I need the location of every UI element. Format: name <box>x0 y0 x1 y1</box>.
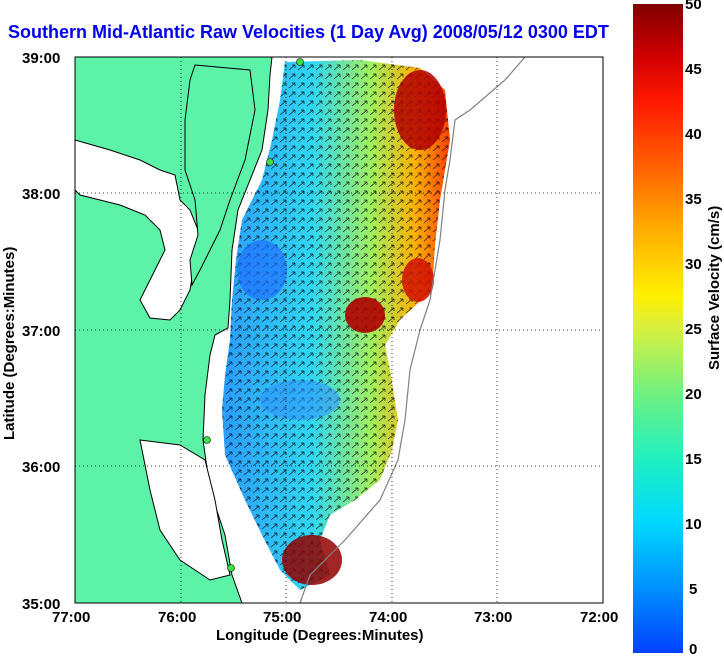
colorbar-tick: 30 <box>685 256 702 273</box>
colorbar-tick: 45 <box>685 61 702 78</box>
pamlico-sound <box>139 439 231 581</box>
x-tick-label: 76:00 <box>158 609 196 626</box>
colorbar-tick: 50 <box>685 0 702 13</box>
y-tick-labels: 39:00 38:00 37:00 36:00 35:00 <box>22 50 60 613</box>
colorbar-tick: 15 <box>685 451 702 468</box>
velocity-arrows <box>222 60 450 590</box>
x-axis-label: Longitude (Degrees:Minutes) <box>216 627 424 644</box>
x-tick-label: 75:00 <box>263 609 301 626</box>
high-velocity-patch-south <box>282 535 342 585</box>
x-tick-label: 72:00 <box>580 609 618 626</box>
grid-lines <box>75 57 603 603</box>
colorbar-label: Surface Velocity (cm/s) <box>706 205 723 370</box>
colorbar-tick: 5 <box>689 581 698 598</box>
x-tick-label: 77:00 <box>52 609 90 626</box>
radar-site-marker[interactable] <box>296 58 304 66</box>
colorbar-tick: 10 <box>685 516 702 533</box>
radar-site-marker[interactable] <box>266 158 274 166</box>
high-velocity-patch-east <box>402 258 434 302</box>
x-tick-label: 74:00 <box>369 609 407 626</box>
bathymetry-contour <box>299 56 526 604</box>
y-tick-label: 36:00 <box>22 459 60 476</box>
radar-site-marker[interactable] <box>227 564 235 572</box>
y-axis-label: Latitude (Degrees:Minutes) <box>1 247 18 440</box>
plot-frame <box>74 56 604 604</box>
high-velocity-patch-mid <box>345 297 385 333</box>
colorbar-tick: 0 <box>689 641 698 658</box>
y-tick-label: 35:00 <box>22 596 60 613</box>
x-tick-labels: 77:00 76:00 75:00 74:00 73:00 72:00 <box>52 609 618 626</box>
map-title: Southern Mid-Atlantic Raw Velocities (1 … <box>8 22 609 42</box>
chesapeake-bay <box>74 139 201 321</box>
high-velocity-patch-north <box>394 70 446 150</box>
colorbar-tick: 25 <box>685 321 702 338</box>
colorbar-tick: 40 <box>685 126 702 143</box>
y-tick-label: 39:00 <box>22 50 60 67</box>
colorbar-tick: 35 <box>685 191 702 208</box>
low-velocity-patch <box>237 240 287 300</box>
low-velocity-patch-2 <box>260 380 340 420</box>
colorbar <box>633 4 683 653</box>
colorbar-gradient <box>633 4 683 653</box>
y-tick-label: 38:00 <box>22 186 60 203</box>
y-tick-label: 37:00 <box>22 323 60 340</box>
colorbar-tick: 20 <box>685 386 702 403</box>
x-tick-label: 73:00 <box>474 609 512 626</box>
radar-site-marker[interactable] <box>203 436 211 444</box>
delmarva-peninsula <box>184 64 256 287</box>
